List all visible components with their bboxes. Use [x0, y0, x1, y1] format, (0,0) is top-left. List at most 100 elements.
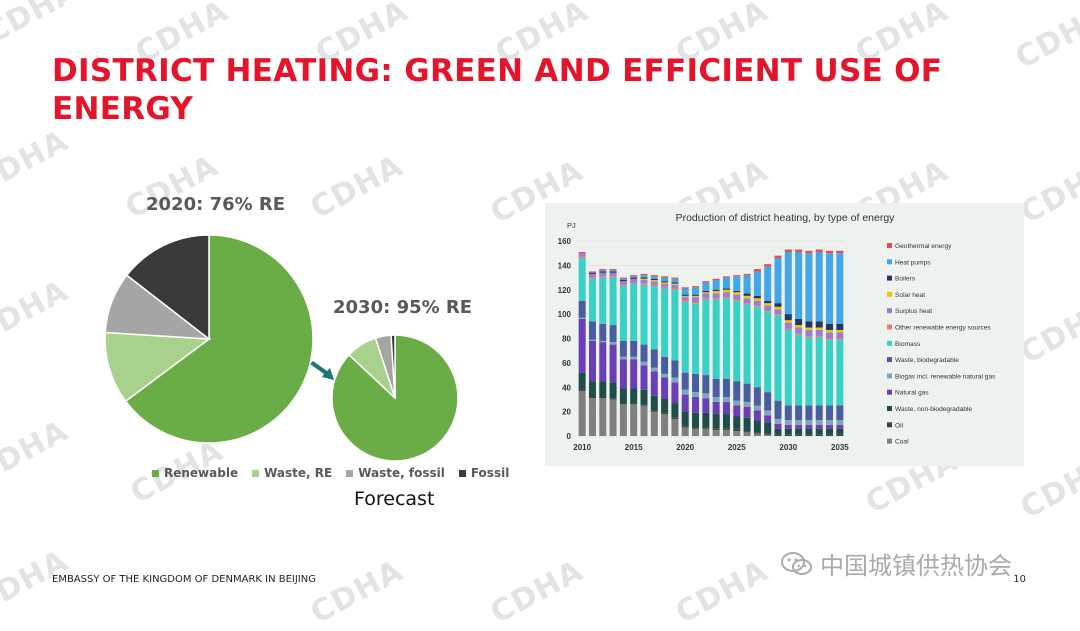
bar-segment	[826, 332, 834, 339]
bar-segment	[588, 339, 596, 341]
bar-segment	[743, 383, 751, 402]
x-tick-label: 2025	[728, 443, 746, 452]
bar-segment	[661, 287, 669, 289]
bar-segment	[588, 340, 596, 382]
bar-segment	[630, 356, 638, 360]
y-tick-label: 60	[562, 359, 571, 368]
chart-legend-label: Boilers	[895, 276, 916, 283]
bar-segment	[702, 427, 710, 429]
bar-segment	[774, 255, 782, 259]
bar-segment	[671, 289, 679, 361]
bar-segment	[774, 314, 782, 316]
bar-segment	[692, 303, 700, 374]
chart-legend-label: Heat pumps	[895, 259, 931, 266]
bar-segment	[599, 397, 607, 399]
watermark: CDHA	[1015, 153, 1080, 231]
legend-swatch	[887, 275, 892, 281]
bar-segment	[826, 434, 834, 436]
bar-segment	[599, 276, 607, 278]
bar-segment	[609, 272, 617, 277]
legend-label: Waste, fossil	[358, 466, 445, 480]
bar-segment	[774, 434, 782, 436]
y-tick-label: 160	[558, 237, 572, 246]
bar-segment	[815, 420, 823, 426]
bar-segment	[826, 250, 834, 254]
bar-segment	[784, 420, 792, 426]
bar-segment	[743, 293, 751, 296]
stacked-bar-chart-panel: Production of district heating, by type …	[545, 203, 1024, 466]
bar-segment	[784, 320, 792, 323]
wechat-icon	[781, 551, 812, 575]
bar-segment	[815, 434, 823, 436]
bar-segment	[671, 288, 679, 290]
bar-segment	[733, 431, 741, 436]
bar-segment	[671, 277, 679, 279]
bar-segment	[588, 272, 596, 274]
bar-segment	[774, 315, 782, 401]
bar-segment	[578, 251, 586, 254]
bar-segment	[671, 360, 679, 378]
bar-segment	[609, 382, 617, 399]
bar-segment	[805, 428, 813, 435]
bar-segment	[599, 272, 607, 277]
watermark: CDHA	[0, 273, 75, 351]
legend-swatch	[887, 259, 892, 265]
legend-label: Waste, RE	[264, 466, 333, 480]
bar-segment	[712, 428, 720, 430]
bar-segment	[671, 417, 679, 419]
bar-segment	[599, 270, 607, 272]
chart-title: Production of district heating, by type …	[676, 212, 896, 224]
bar-segment	[764, 422, 772, 434]
bar-segment	[815, 405, 823, 421]
bar-segment	[702, 298, 710, 300]
bar-segment	[774, 423, 782, 429]
bar-segment	[702, 299, 710, 376]
bar-segment	[619, 403, 627, 405]
bar-segment	[640, 283, 648, 285]
bar-segment	[764, 410, 772, 416]
bar-segment	[784, 314, 792, 321]
bar-segment	[836, 338, 844, 340]
bar-segment	[609, 277, 617, 326]
bar-segment	[722, 288, 730, 290]
bar-segment	[630, 282, 638, 284]
chart-legend-label: Waste, non-biodegradable	[895, 406, 972, 413]
pie-legend: Renewable Waste, RE Waste, fossil Fossil	[152, 466, 509, 480]
bar-segment	[795, 434, 803, 436]
y-tick-label: 140	[558, 261, 572, 270]
bar-segment	[774, 428, 782, 435]
bar-segment	[640, 404, 648, 406]
watermark: CDHA	[1015, 448, 1080, 526]
bar-segment	[722, 414, 730, 429]
bar-segment	[722, 401, 730, 415]
bar-segment	[630, 404, 638, 436]
legend-label: Renewable	[164, 466, 239, 480]
bar-segment	[764, 311, 772, 393]
bar-segment	[805, 327, 813, 330]
bar-segment	[733, 429, 741, 432]
pie-chart-2020	[104, 234, 314, 444]
bar-segment	[609, 325, 617, 343]
bar-segment	[692, 301, 700, 304]
bar-segment	[599, 342, 607, 382]
legend-label: Fossil	[470, 466, 510, 480]
bar-segment	[702, 282, 710, 291]
bar-segment	[826, 420, 834, 426]
bar-segment	[753, 295, 761, 299]
x-tick-label: 2010	[573, 443, 591, 452]
bar-segment	[733, 292, 741, 295]
bar-segment	[815, 329, 823, 337]
forecast-label: Forecast	[354, 488, 435, 510]
legend-swatch	[346, 469, 354, 477]
bar-segment	[692, 294, 700, 296]
wechat-badge: 中国城镇供热协会	[780, 546, 1012, 581]
bar-segment	[619, 277, 627, 279]
bar-segment	[702, 290, 710, 293]
bar-segment	[712, 298, 720, 300]
bar-segment	[619, 280, 627, 282]
bar-segment	[661, 283, 669, 288]
bar-segment	[661, 414, 669, 436]
bar-segment	[702, 292, 710, 294]
bar-segment	[795, 428, 803, 435]
bar-segment	[753, 306, 761, 388]
